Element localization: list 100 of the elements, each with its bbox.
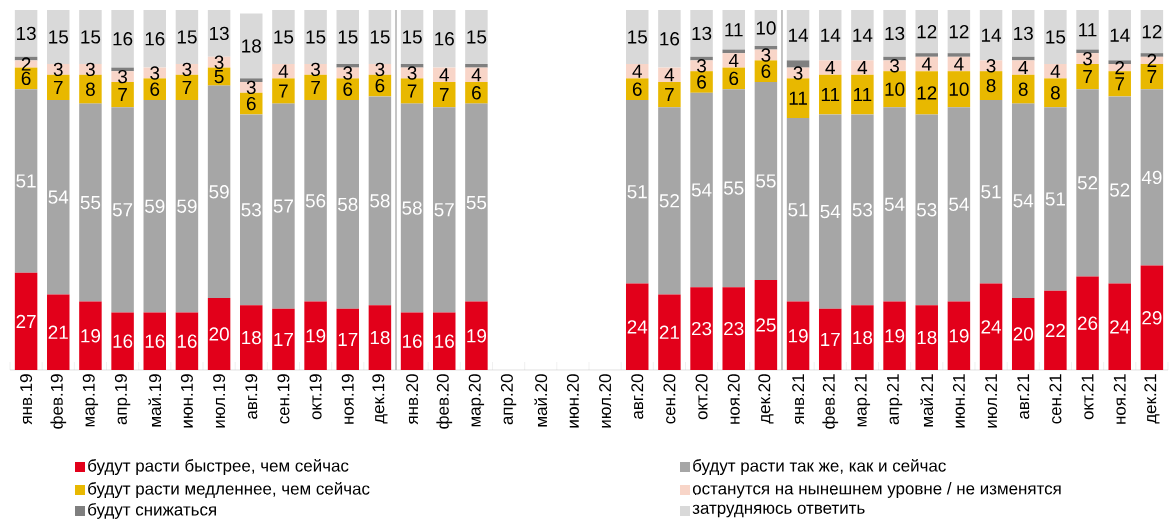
bar — [658, 107, 681, 295]
x-tick-label: май.21 — [920, 374, 934, 427]
data-label: 6 — [246, 96, 256, 111]
bar — [1076, 276, 1099, 370]
data-label: 4 — [632, 64, 642, 78]
bar — [658, 81, 681, 108]
data-label: 6 — [761, 64, 771, 78]
bar — [336, 99, 359, 309]
data-label: 7 — [311, 80, 320, 94]
data-label: 18 — [242, 330, 261, 345]
data-label: 12 — [917, 86, 937, 100]
x-tick-label: мар.19 — [82, 374, 99, 427]
data-label: 3 — [214, 55, 224, 69]
bar — [915, 9, 938, 54]
data-label: 7 — [665, 88, 674, 102]
bar — [111, 9, 134, 68]
data-label: 17 — [338, 332, 358, 346]
x-tick-label: фев.20 — [436, 374, 453, 429]
data-label: 8 — [1050, 86, 1060, 100]
bar — [915, 71, 938, 115]
bar — [272, 103, 295, 309]
bar — [400, 63, 424, 68]
bar — [690, 9, 713, 57]
x-tick-label: авг.19 — [245, 374, 258, 419]
x-tick-label: фев.21 — [822, 374, 839, 429]
bar — [690, 92, 713, 288]
bar — [79, 63, 102, 75]
data-label: 49 — [1141, 170, 1162, 185]
x-tick-label: авг.20 — [631, 374, 644, 419]
data-label: 54 — [884, 197, 905, 211]
x-tick-label: ноя.21 — [1113, 374, 1126, 424]
bar — [915, 305, 938, 370]
x-tick-label: окт.19 — [309, 374, 322, 420]
data-label: 51 — [788, 203, 808, 217]
data-label: 15 — [1046, 30, 1066, 44]
data-label: 52 — [659, 194, 679, 208]
data-label: 16 — [113, 334, 133, 348]
data-label: 51 — [627, 185, 647, 199]
bar — [883, 60, 906, 72]
bar — [465, 81, 488, 104]
bar — [14, 272, 38, 370]
data-label: 6 — [729, 71, 739, 86]
legend-label: будут снижаться — [88, 503, 216, 519]
data-label: 54 — [48, 190, 69, 204]
data-label: 24 — [981, 320, 1002, 334]
data-label: 53 — [916, 203, 937, 217]
data-label: 15 — [402, 30, 422, 44]
bar — [1011, 9, 1035, 57]
bar — [143, 312, 167, 370]
data-label: 16 — [177, 334, 197, 348]
bar — [625, 99, 649, 284]
bar — [79, 301, 102, 370]
bar — [786, 60, 810, 68]
bar — [207, 297, 231, 370]
bar — [336, 78, 359, 100]
bar — [304, 301, 327, 370]
bar — [851, 60, 874, 75]
bar — [432, 312, 456, 370]
x-tick-label: дек.21 — [1144, 374, 1160, 424]
data-label: 57 — [273, 199, 293, 213]
x-tick-label: май.19 — [148, 374, 162, 427]
data-label: 16 — [435, 32, 454, 46]
bar — [272, 78, 295, 104]
bar — [754, 279, 778, 370]
bar — [754, 45, 778, 50]
bar — [368, 9, 392, 64]
data-label: 14 — [821, 28, 841, 42]
data-label: 55 — [466, 195, 487, 210]
data-label: 4 — [728, 53, 739, 67]
data-label: 12 — [917, 24, 937, 39]
data-label: 57 — [112, 203, 133, 217]
data-label: 15 — [306, 30, 326, 44]
data-label: 13 — [885, 26, 905, 41]
data-label: 53 — [852, 203, 873, 217]
bar — [915, 114, 938, 306]
bar — [979, 99, 1003, 284]
bar — [851, 305, 874, 370]
bar — [304, 9, 327, 64]
x-tick-label: май.20 — [534, 374, 548, 427]
x-tick-label: окт.20 — [695, 374, 708, 420]
bar — [111, 107, 134, 313]
x-tick-label: ноя.19 — [341, 374, 354, 424]
data-label: 3 — [118, 69, 128, 84]
data-label: 19 — [467, 329, 487, 343]
data-label: 54 — [820, 204, 841, 219]
data-label: 15 — [370, 30, 390, 44]
data-label: 19 — [949, 329, 969, 343]
x-tick-label: сен.19 — [277, 374, 290, 424]
bar — [304, 74, 327, 100]
x-tick-label: янв.19 — [20, 374, 33, 425]
data-label: 8 — [1018, 82, 1028, 96]
bar — [1076, 89, 1099, 277]
bar — [465, 9, 488, 64]
bar — [1140, 265, 1164, 370]
data-label: 22 — [1045, 323, 1065, 337]
data-label: 29 — [1142, 311, 1162, 325]
data-label: 15 — [467, 30, 487, 44]
data-label: 13 — [1014, 26, 1033, 41]
data-label: 3 — [150, 66, 160, 80]
bar — [1011, 103, 1035, 298]
